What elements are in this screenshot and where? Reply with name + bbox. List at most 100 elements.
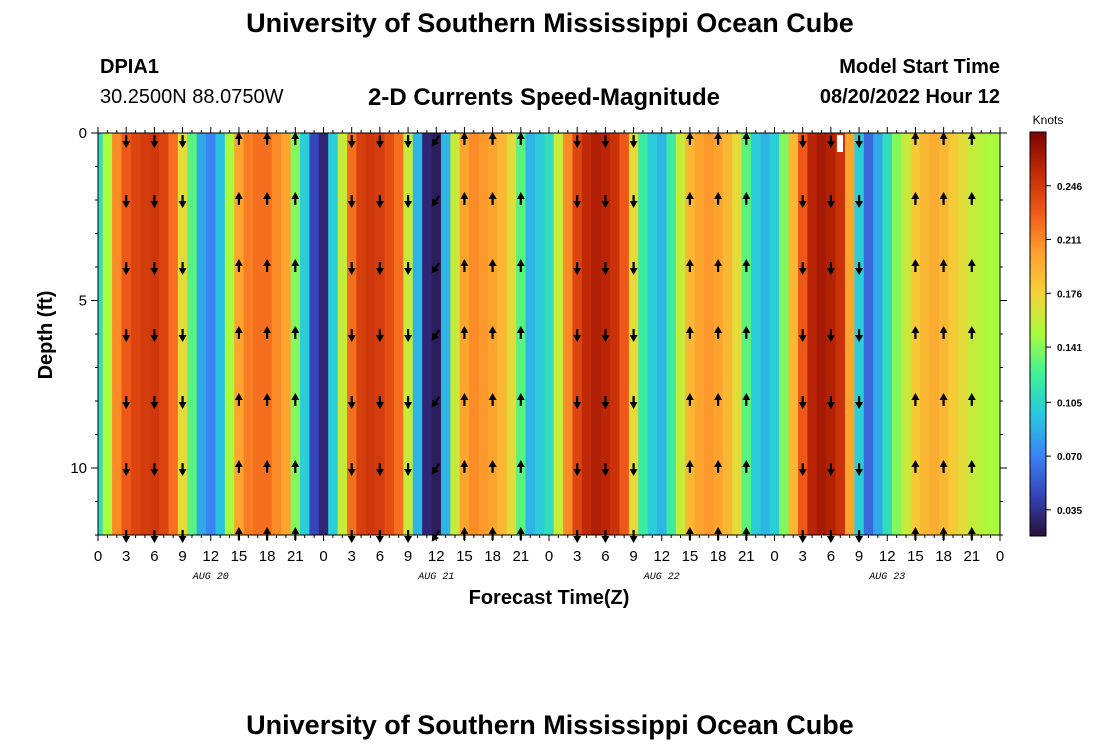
y-tick-label: 0 <box>79 125 87 142</box>
heatmap-cell <box>98 133 104 535</box>
current-arrow <box>263 393 272 406</box>
heatmap-cell <box>873 133 884 535</box>
current-arrow <box>263 132 272 145</box>
currents-heatmap-chart: 0 3 6 9 12 15 18 21 0 3 6 9 12 15 18 21 0 3 6 9 12 15 18 21 0 3 6 9… <box>35 113 1082 609</box>
heatmap-cell <box>732 133 743 535</box>
heatmap-cell <box>920 133 931 535</box>
current-arrow <box>404 463 413 476</box>
current-arrow <box>404 135 413 148</box>
heatmap-cell <box>478 133 489 535</box>
current-arrow <box>291 132 300 145</box>
current-arrow <box>516 393 525 406</box>
heatmap-cell <box>769 133 780 535</box>
current-arrow <box>855 195 864 208</box>
heatmap-cell <box>243 133 254 535</box>
x-tick-label: 6 <box>376 548 384 565</box>
current-arrow <box>178 195 187 208</box>
current-arrow <box>150 195 159 208</box>
current-arrow <box>685 192 694 205</box>
x-tick-label: 18 <box>484 548 501 565</box>
heatmap-cell <box>253 133 264 535</box>
current-arrow <box>742 460 751 473</box>
x-tick-label: 9 <box>404 548 412 565</box>
current-arrow <box>601 262 610 275</box>
heatmap-cell <box>422 133 433 535</box>
heatmap-cell <box>525 133 536 535</box>
current-arrow <box>967 132 976 145</box>
current-arrow <box>375 463 384 476</box>
current-arrow <box>826 463 835 476</box>
heatmap-cell <box>844 133 855 535</box>
colorbar-ticks: 0.246 0.211 0.176 0.141 0.105 0.070 0.035 <box>1046 182 1082 517</box>
current-arrow <box>291 192 300 205</box>
x-tick-label: 9 <box>629 548 637 565</box>
heatmap-cell <box>168 133 179 535</box>
heatmap-cell <box>816 133 827 535</box>
heatmap-cell <box>271 133 282 535</box>
heatmap-cell <box>215 133 226 535</box>
current-arrow <box>573 135 582 148</box>
current-arrow <box>826 329 835 342</box>
current-arrow <box>404 329 413 342</box>
x-tick-label: 15 <box>682 548 699 565</box>
current-arrow <box>122 262 131 275</box>
colorbar-tick-label: 0.246 <box>1057 182 1082 193</box>
y-axis-title: Depth (ft) <box>35 291 57 380</box>
heatmap-cell <box>384 133 395 535</box>
current-arrow <box>150 135 159 148</box>
current-arrow <box>516 460 525 473</box>
current-arrow <box>291 259 300 272</box>
current-arrow <box>685 460 694 473</box>
current-arrow <box>573 463 582 476</box>
heatmap-cell <box>694 133 705 535</box>
current-arrow <box>798 463 807 476</box>
current-arrow <box>460 326 469 339</box>
current-arrow <box>404 262 413 275</box>
current-arrow <box>234 259 243 272</box>
current-arrow <box>742 259 751 272</box>
current-arrow <box>939 393 948 406</box>
current-arrow <box>516 326 525 339</box>
colorbar-tick-label: 0.105 <box>1057 398 1082 409</box>
y-axis: 0 5 10 <box>70 125 1007 536</box>
current-arrow <box>516 259 525 272</box>
current-arrow <box>601 329 610 342</box>
x-tick-label: 0 <box>545 548 553 565</box>
heatmap-cell <box>722 133 733 535</box>
colorbar: Knots 0.246 0.211 0.176 0.141 0.105 0.070 0.03… <box>1029 113 1082 537</box>
y-tick-label: 10 <box>70 460 87 477</box>
current-arrow <box>685 393 694 406</box>
x-tick-label: 21 <box>287 548 304 565</box>
current-arrow <box>431 463 441 475</box>
heatmap-cell <box>779 133 790 535</box>
current-arrow <box>826 396 835 409</box>
heatmap-cell <box>619 133 630 535</box>
current-arrow <box>714 326 723 339</box>
current-arrow <box>714 132 723 145</box>
current-arrow <box>826 195 835 208</box>
heatmap-cell <box>807 133 818 535</box>
x-tick-label: 9 <box>178 548 186 565</box>
current-arrow <box>178 396 187 409</box>
current-arrow <box>263 326 272 339</box>
current-arrow <box>347 463 356 476</box>
footer-title: University of Southern Mississippi Ocean… <box>246 710 854 740</box>
x-tick-label: 15 <box>456 548 473 565</box>
heatmap-cell <box>130 133 141 535</box>
current-arrow <box>460 460 469 473</box>
current-arrow <box>798 329 807 342</box>
current-arrow <box>234 326 243 339</box>
colorbar-tick-label: 0.035 <box>1057 506 1082 517</box>
current-arrow <box>714 460 723 473</box>
current-arrow <box>826 262 835 275</box>
heatmap-cell <box>309 133 320 535</box>
heatmap-cell <box>318 133 329 535</box>
heatmap-cells <box>98 133 1001 535</box>
current-arrow <box>714 259 723 272</box>
heatmap-cell <box>581 133 592 535</box>
current-arrow <box>911 259 920 272</box>
x-tick-label: 18 <box>935 548 952 565</box>
heatmap-cell <box>985 133 996 535</box>
current-arrow <box>629 262 638 275</box>
current-arrow <box>573 329 582 342</box>
